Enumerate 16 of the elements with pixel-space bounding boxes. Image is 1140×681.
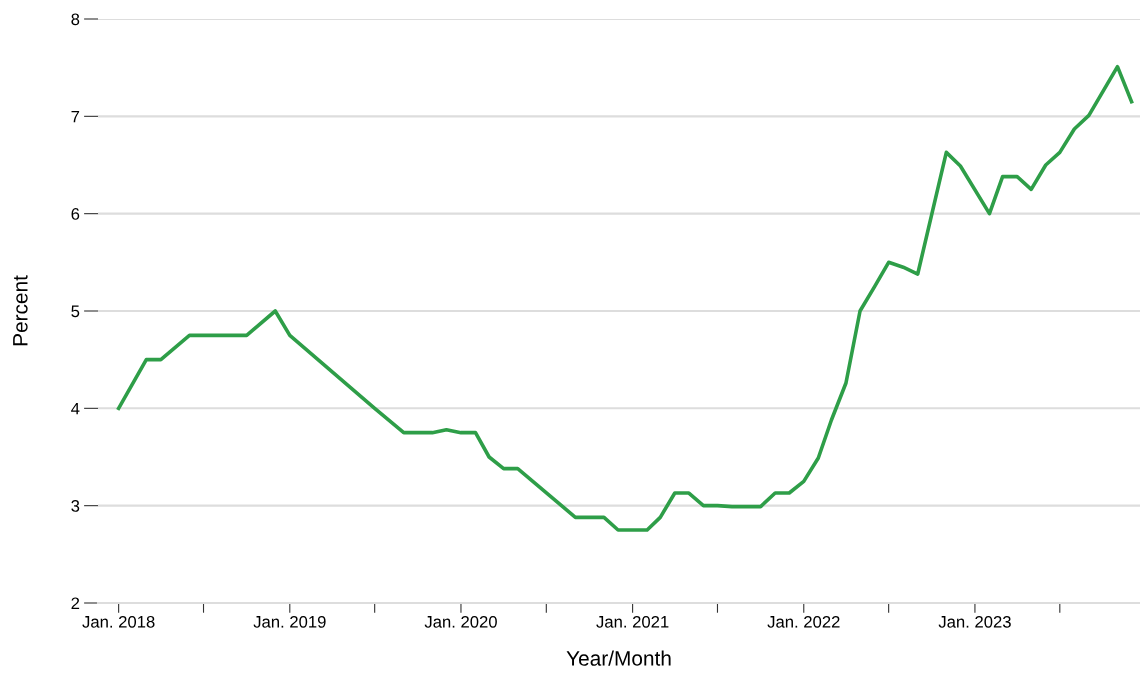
y-tick-label: 5	[71, 305, 80, 318]
y-tick-label: 8	[71, 13, 80, 26]
y-axis-title: Percent	[13, 275, 28, 346]
y-tick-label: 4	[71, 402, 80, 415]
y-tick-label: 3	[71, 500, 80, 512]
x-tick-label: Jan. 2019	[253, 615, 326, 628]
x-tick-label: Jan. 2022	[767, 615, 840, 628]
y-tick-label: 7	[71, 110, 80, 123]
x-tick-label: Jan. 2021	[596, 615, 669, 628]
line-series	[116, 64, 1134, 532]
y-tick-label: 2	[71, 597, 80, 610]
y-tick-label: 6	[71, 208, 80, 220]
x-tick-label: Jan. 2018	[82, 615, 155, 628]
x-tick-label: Jan. 2020	[424, 615, 497, 628]
x-axis-title: Year/Month	[566, 650, 671, 666]
x-tick-label: Jan. 2023	[938, 615, 1011, 628]
